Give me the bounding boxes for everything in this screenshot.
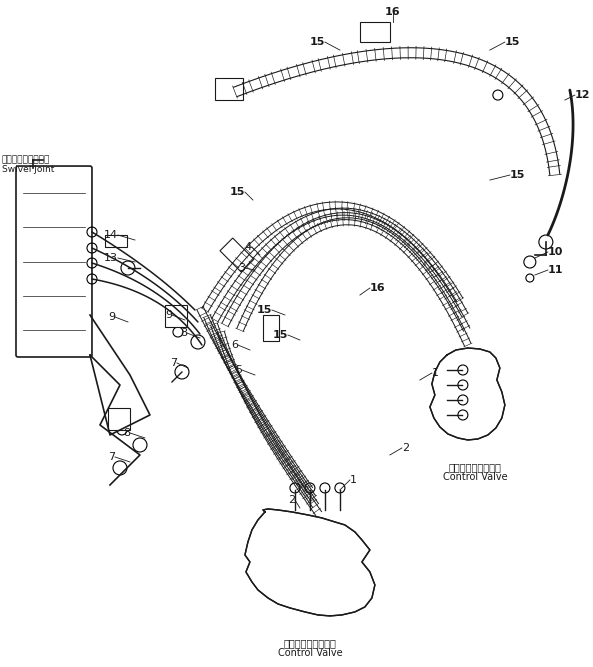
Text: 12: 12 bbox=[575, 90, 591, 100]
Text: 5: 5 bbox=[235, 365, 242, 375]
Text: 10: 10 bbox=[548, 247, 563, 257]
Circle shape bbox=[121, 261, 135, 275]
Text: 13: 13 bbox=[104, 253, 118, 263]
Bar bbox=[263, 315, 279, 341]
Polygon shape bbox=[430, 348, 505, 440]
Text: 15: 15 bbox=[505, 37, 520, 47]
Bar bbox=[360, 22, 390, 42]
Text: 1: 1 bbox=[350, 475, 357, 485]
Text: 4: 4 bbox=[245, 242, 252, 252]
Text: 2: 2 bbox=[402, 443, 409, 453]
Circle shape bbox=[524, 256, 536, 268]
Text: 16: 16 bbox=[385, 7, 401, 17]
Text: 11: 11 bbox=[548, 265, 563, 275]
Text: 14: 14 bbox=[104, 230, 118, 240]
Bar bbox=[165, 305, 187, 327]
Text: 1: 1 bbox=[432, 368, 439, 378]
Text: 2: 2 bbox=[288, 495, 295, 505]
Circle shape bbox=[539, 235, 553, 249]
Text: 7: 7 bbox=[108, 452, 115, 462]
Text: 15: 15 bbox=[310, 37, 325, 47]
Text: コントロールバルブ: コントロールバルブ bbox=[448, 462, 501, 472]
Bar bbox=[108, 408, 130, 430]
FancyBboxPatch shape bbox=[16, 166, 92, 357]
Text: 9: 9 bbox=[108, 312, 115, 322]
Text: 15: 15 bbox=[257, 305, 272, 315]
Circle shape bbox=[133, 438, 147, 452]
Text: 16: 16 bbox=[370, 283, 385, 293]
Text: 8: 8 bbox=[180, 328, 187, 338]
Bar bbox=[105, 235, 127, 247]
Text: 3: 3 bbox=[238, 263, 245, 273]
Text: 6: 6 bbox=[231, 340, 238, 350]
Polygon shape bbox=[245, 509, 375, 616]
Text: 9: 9 bbox=[165, 310, 172, 320]
Circle shape bbox=[113, 461, 127, 475]
Circle shape bbox=[191, 335, 205, 349]
Text: コントロールバルブ: コントロールバルブ bbox=[283, 638, 336, 648]
Text: 7: 7 bbox=[170, 358, 177, 368]
Bar bbox=[215, 78, 243, 100]
Text: Control Valve: Control Valve bbox=[278, 648, 342, 658]
Text: 15: 15 bbox=[229, 187, 245, 197]
Text: 8: 8 bbox=[123, 428, 130, 438]
Text: Swivel Joint: Swivel Joint bbox=[2, 165, 55, 174]
Text: スイベルジョイント: スイベルジョイント bbox=[2, 155, 50, 164]
Text: Control Valve: Control Valve bbox=[442, 472, 507, 482]
Text: 15: 15 bbox=[510, 170, 525, 180]
Text: 15: 15 bbox=[273, 330, 288, 340]
Circle shape bbox=[175, 365, 189, 379]
Bar bbox=[220, 238, 254, 272]
